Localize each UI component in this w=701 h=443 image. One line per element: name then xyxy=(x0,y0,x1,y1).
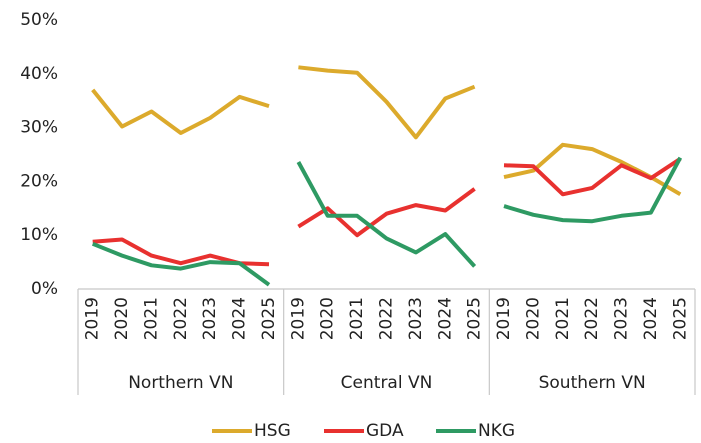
x-tick-label: 2021 xyxy=(553,297,573,340)
y-tick-label: 0% xyxy=(31,279,58,299)
x-tick-label: 2025 xyxy=(465,297,485,340)
y-tick-label: 30% xyxy=(20,118,58,138)
x-tick-label: 2023 xyxy=(200,297,220,340)
x-tick-label: 2022 xyxy=(582,297,602,340)
x-tick-label: 2020 xyxy=(523,297,543,340)
series-line xyxy=(298,65,476,140)
x-tick-label: 2023 xyxy=(612,297,632,340)
series-line xyxy=(503,156,683,224)
y-tick-label: 50% xyxy=(20,10,58,30)
x-tick-label: 2023 xyxy=(406,297,426,340)
group-label: Southern VN xyxy=(539,373,646,393)
series-line xyxy=(91,241,271,287)
x-tick-label: 2025 xyxy=(259,297,279,340)
x-tick-label: 2019 xyxy=(83,297,103,340)
series-line xyxy=(297,187,476,238)
y-tick-label: 40% xyxy=(20,64,58,84)
x-tick-label: 2022 xyxy=(171,297,191,340)
x-tick-label: 2025 xyxy=(670,297,690,340)
legend-label: HSG xyxy=(254,421,291,441)
x-tick-label: 2024 xyxy=(230,297,250,340)
x-tick-label: 2021 xyxy=(347,297,367,340)
x-tick-label: 2021 xyxy=(141,297,161,340)
x-tick-label: 2019 xyxy=(288,297,308,340)
x-tick-label: 2019 xyxy=(494,297,514,340)
series-line xyxy=(91,88,270,135)
x-tick-label: 2022 xyxy=(377,297,397,340)
x-tick-label: 2020 xyxy=(318,297,338,340)
legend-label: NKG xyxy=(478,421,515,441)
series-line xyxy=(296,161,477,268)
group-label: Central VN xyxy=(341,373,433,393)
x-tick-label: 2020 xyxy=(112,297,132,340)
legend-label: GDA xyxy=(366,421,404,441)
x-tick-label: 2024 xyxy=(435,297,455,340)
x-tick-label: 2024 xyxy=(641,297,661,340)
group-label: Northern VN xyxy=(128,373,233,393)
y-tick-label: 20% xyxy=(20,171,58,191)
series-line xyxy=(92,237,270,267)
y-tick-label: 10% xyxy=(20,225,58,245)
series-line xyxy=(503,157,682,197)
